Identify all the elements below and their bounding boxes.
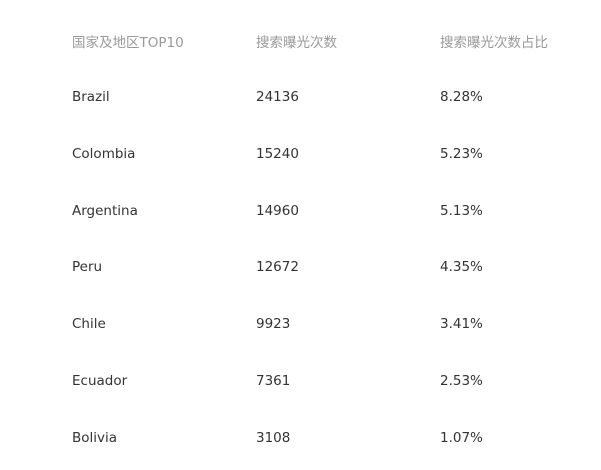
table-row: Peru 12672 4.35%: [72, 257, 592, 277]
share-cell: 5.23%: [440, 145, 483, 162]
table-row: Brazil 24136 8.28%: [72, 87, 592, 107]
country-cell: Argentina: [72, 202, 138, 219]
share-cell: 1.07%: [440, 429, 483, 446]
exposures-cell: 9923: [256, 316, 291, 333]
country-cell: Colombia: [72, 145, 136, 162]
country-cell: Ecuador: [72, 373, 128, 389]
table-row: Colombia 15240 5.23%: [72, 144, 592, 164]
header-country: 国家及地区TOP10: [72, 35, 184, 51]
exposures-cell: 24136: [256, 89, 299, 105]
exposures-cell: 3108: [256, 429, 291, 446]
share-cell: 2.53%: [440, 373, 483, 389]
table-row: Argentina 14960 5.13%: [72, 201, 592, 221]
exposures-cell: 15240: [256, 145, 299, 162]
country-cell: Brazil: [72, 89, 110, 105]
table-row: Chile 9923 3.41%: [72, 314, 592, 334]
country-cell: Chile: [72, 316, 106, 333]
country-cell: Peru: [72, 259, 103, 276]
exposures-cell: 12672: [256, 259, 299, 276]
table-header: 国家及地区TOP10 搜索曝光次数 搜索曝光次数占比: [72, 33, 592, 53]
share-cell: 5.13%: [440, 202, 483, 219]
table-row: Bolivia 3108 1.07%: [72, 428, 592, 448]
header-exposures: 搜索曝光次数: [256, 35, 337, 51]
header-exposure-share: 搜索曝光次数占比: [440, 35, 548, 51]
share-cell: 3.41%: [440, 316, 483, 333]
country-cell: Bolivia: [72, 429, 118, 446]
table-row: Ecuador 7361 2.53%: [72, 371, 592, 391]
share-cell: 4.35%: [440, 259, 483, 276]
exposures-cell: 7361: [256, 373, 291, 389]
exposures-cell: 14960: [256, 202, 299, 219]
share-cell: 8.28%: [440, 89, 483, 105]
